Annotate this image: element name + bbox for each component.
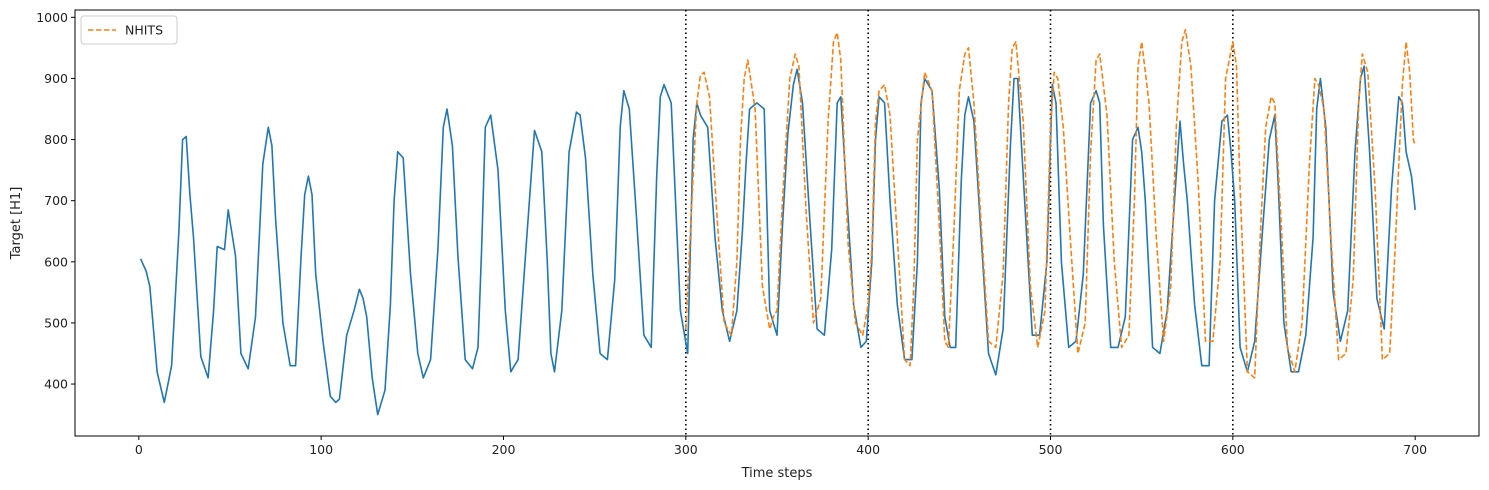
legend: NHITS: [80, 15, 178, 45]
x-tick-label: 400: [856, 442, 880, 457]
y-tick-label: 600: [44, 254, 68, 269]
y-tick-label: 800: [44, 132, 68, 147]
x-tick-label: 100: [309, 442, 333, 457]
vertical-markers: [685, 10, 1234, 436]
x-axis-label: Time steps: [741, 466, 813, 481]
x-tick-label: 500: [1039, 442, 1063, 457]
series-nhits-line: [685, 28, 1416, 379]
series-layer: [139, 28, 1416, 416]
y-tick-label: 700: [44, 193, 68, 208]
x-axis-ticks: 0 100 200 300 400 500 600 700: [135, 436, 1427, 457]
x-tick-label: 200: [492, 442, 516, 457]
y-tick-label: 400: [44, 377, 68, 392]
y-tick-label: 500: [44, 315, 68, 330]
y-axis-ticks: 400 500 600 700 800 900 1000: [36, 10, 75, 392]
legend-label-nhits: NHITS: [125, 23, 163, 38]
plot-background: [75, 10, 1479, 436]
x-tick-label: 700: [1403, 442, 1427, 457]
x-tick-label: 0: [135, 442, 143, 457]
y-tick-label: 900: [44, 71, 68, 86]
series-target-line: [139, 65, 1416, 416]
y-axis-label: Target [H1]: [9, 187, 24, 261]
y-tick-label: 1000: [36, 10, 68, 25]
plot-frame: [74, 9, 1480, 437]
x-tick-label: 300: [674, 442, 698, 457]
x-tick-label: 600: [1221, 442, 1245, 457]
legend-box: [80, 15, 178, 45]
